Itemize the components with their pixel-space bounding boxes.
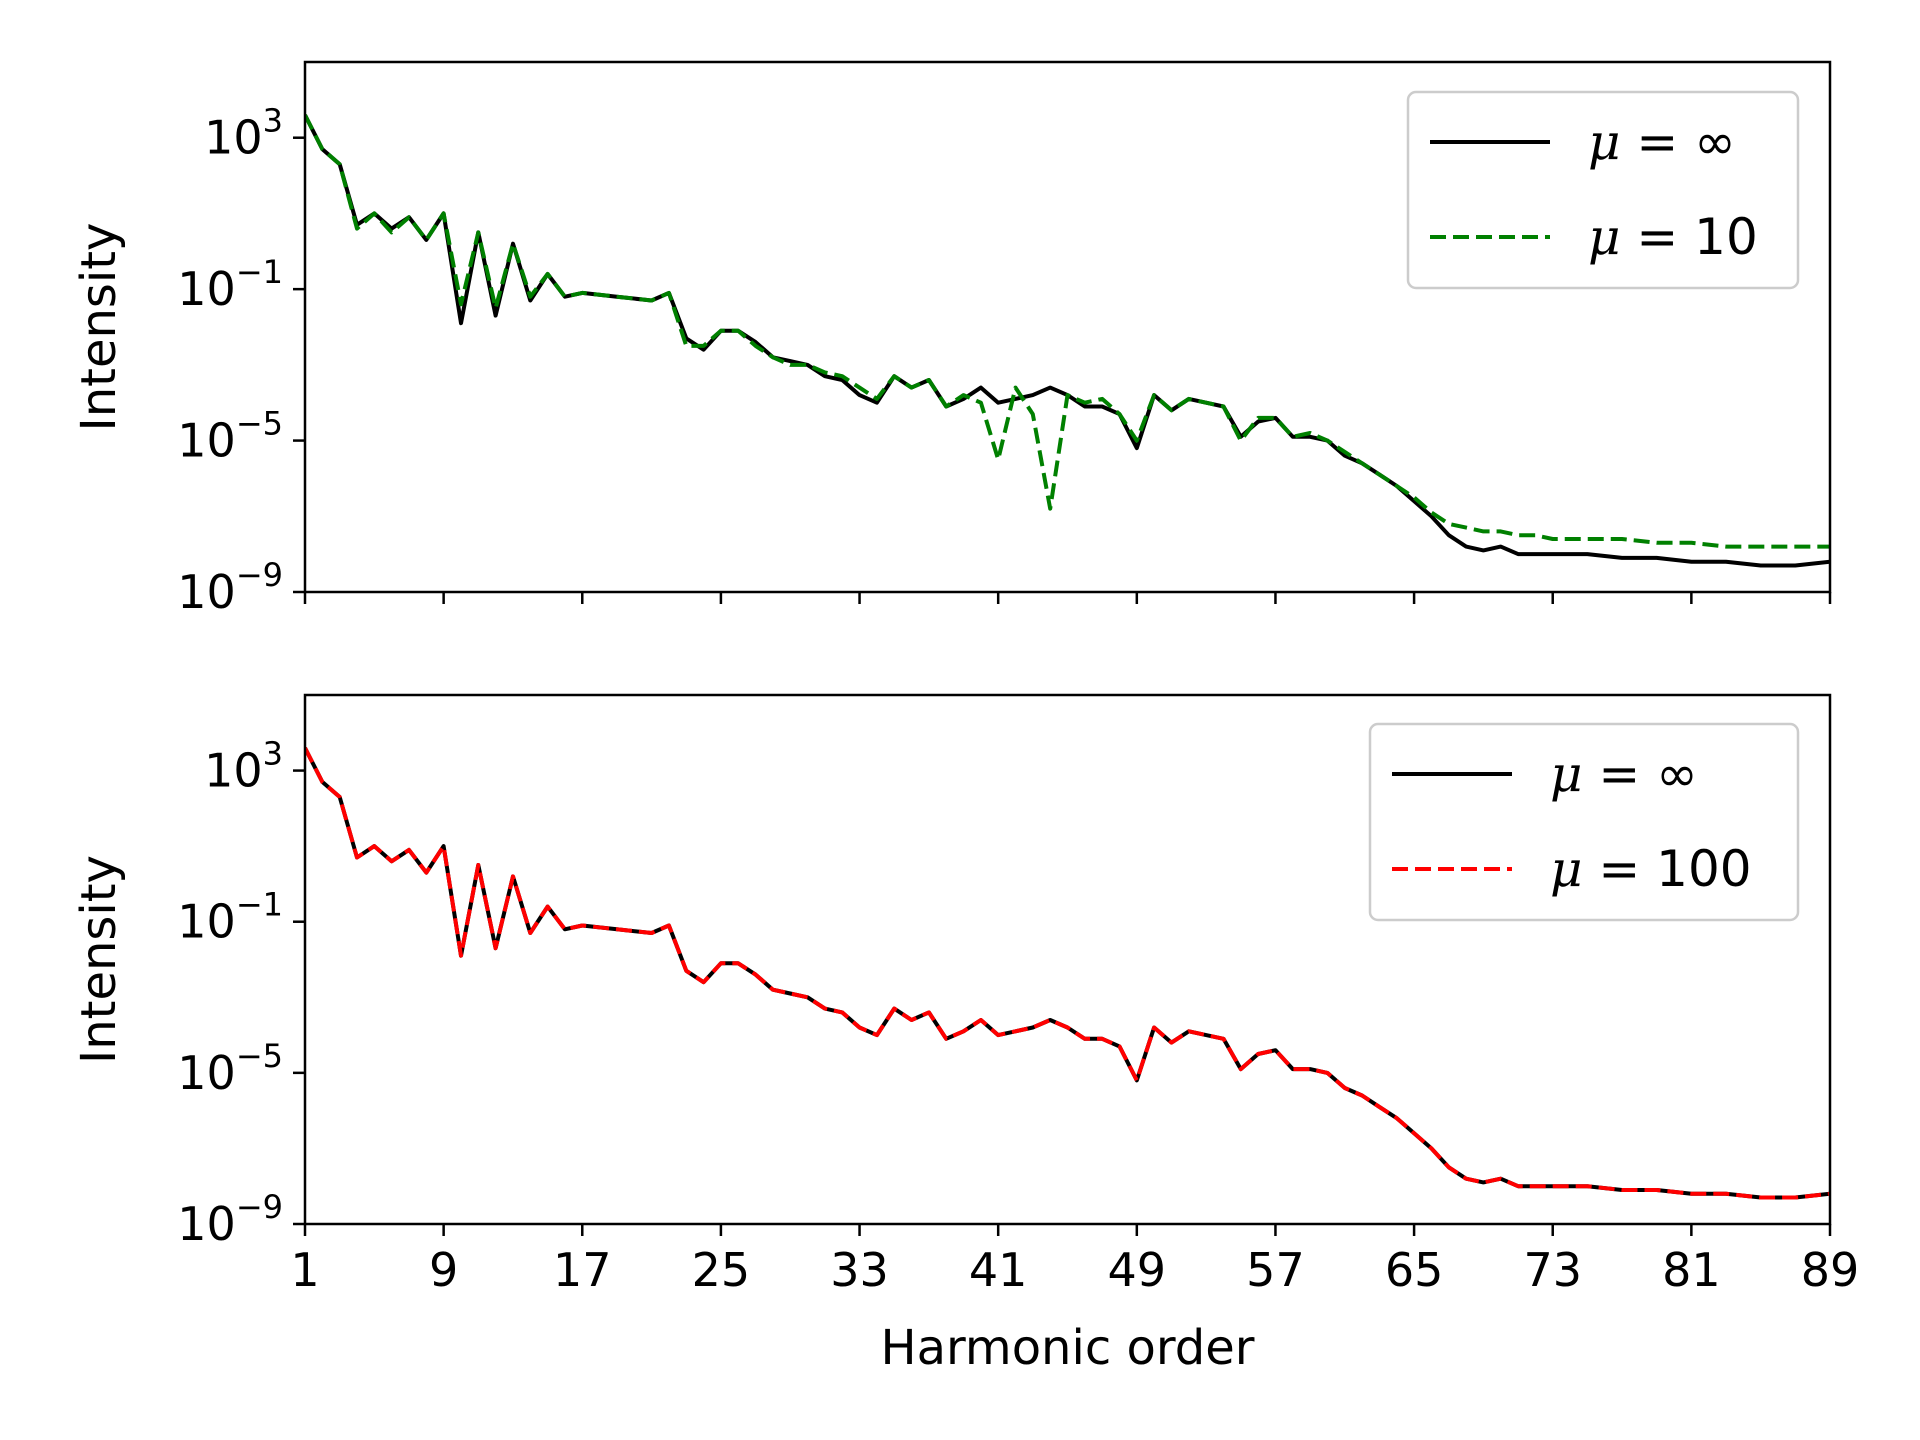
y-tick-base: 10 [177, 262, 236, 316]
x-axis-label: Harmonic order [881, 1320, 1255, 1376]
x-tick-label: 65 [1385, 1243, 1444, 1297]
legend-label: μ = 100 [1550, 840, 1752, 898]
plot-frame [303, 60, 1832, 594]
y-tick-label: 103 [204, 735, 283, 798]
x-tick-label: 17 [553, 1243, 612, 1297]
x-tick-label: 57 [1246, 1243, 1305, 1297]
x-tick-label: 81 [1662, 1243, 1721, 1297]
y-tick-exponent: −5 [236, 1037, 283, 1075]
y-tick-exponent: −5 [236, 405, 283, 443]
legend-symbol: μ [1550, 840, 1583, 898]
legend-symbol: μ [1588, 208, 1621, 266]
y-tick-label: 10−5 [177, 405, 283, 468]
x-tick-label: 73 [1523, 1243, 1582, 1297]
y-tick-label: 10−1 [177, 253, 283, 316]
legend-value: = ∞ [1583, 745, 1698, 803]
legend-label: μ = ∞ [1588, 113, 1736, 171]
y-tick-base: 10 [177, 414, 236, 468]
y-tick-exponent: 3 [263, 102, 283, 140]
x-tick-label: 1 [290, 1243, 319, 1297]
plot-frame [303, 693, 1832, 1226]
legend-value: = ∞ [1621, 113, 1736, 171]
x-tick-label: 41 [969, 1243, 1028, 1297]
x-tick-label: 49 [1108, 1243, 1167, 1297]
y-tick-base: 10 [204, 744, 263, 798]
y-tick-base: 10 [177, 565, 236, 619]
legend-value: = 10 [1621, 208, 1758, 266]
x-tick-label: 89 [1801, 1243, 1860, 1297]
legend-label: μ = ∞ [1550, 745, 1698, 803]
bottom-panel: 1 9 17 25 33 41 49 57 65 73 81 8910310−110−510−9Int… [71, 693, 1860, 1376]
legend: μ = ∞μ = 10 [1406, 90, 1800, 290]
y-tick-label: 10−9 [177, 556, 283, 619]
legend: μ = ∞μ = 100 [1368, 722, 1800, 922]
x-tick-label: 25 [692, 1243, 751, 1297]
legend-value: = 100 [1583, 840, 1752, 898]
legend-symbol: μ [1550, 745, 1583, 803]
y-tick-label: 103 [204, 102, 283, 165]
y-tick-base: 10 [204, 111, 263, 165]
y-tick-base: 10 [177, 1046, 236, 1100]
x-tick-label: 33 [830, 1243, 889, 1297]
y-tick-label: 10−5 [177, 1037, 283, 1100]
series-line-mu10 [305, 114, 1830, 549]
y-tick-exponent: −9 [236, 1188, 283, 1226]
y-axis-label: Intensity [71, 855, 127, 1064]
y-tick-exponent: 3 [263, 735, 283, 773]
y-tick-base: 10 [177, 1197, 236, 1251]
series-line-mu100 [305, 746, 1830, 1200]
y-tick-exponent: −1 [236, 253, 283, 291]
y-tick-label: 10−9 [177, 1188, 283, 1251]
y-tick-base: 10 [177, 895, 236, 949]
y-tick-exponent: −1 [236, 886, 283, 924]
y-axis-label: Intensity [71, 223, 127, 432]
legend-label: μ = 10 [1588, 208, 1758, 266]
x-tick-label: 9 [429, 1243, 458, 1297]
series-line-inf [305, 114, 1830, 568]
legend-symbol: μ [1588, 113, 1621, 171]
y-tick-label: 10−1 [177, 886, 283, 949]
y-tick-exponent: −9 [236, 556, 283, 594]
